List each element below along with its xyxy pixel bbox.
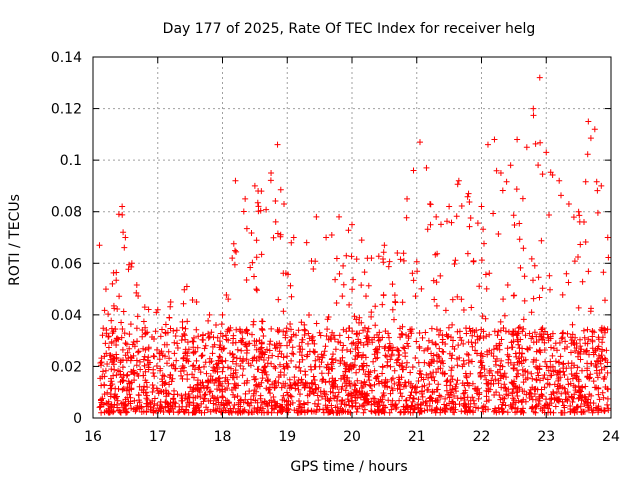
x-tick-label: 18 xyxy=(214,429,232,445)
y-tick-label: 0.14 xyxy=(51,50,82,66)
y-tick-label: 0 xyxy=(73,411,82,427)
y-tick-label: 0.08 xyxy=(51,205,82,221)
y-tick-label: 0.12 xyxy=(51,102,82,118)
grid-layer xyxy=(93,57,611,418)
y-axis-label: ROTI / TECUs xyxy=(7,194,23,286)
x-tick-label: 16 xyxy=(84,429,102,445)
roti-data-points xyxy=(96,74,612,416)
y-tick-label: 0.02 xyxy=(51,359,82,375)
chart-title: Day 177 of 2025, Rate Of TEC Index for r… xyxy=(163,21,536,37)
y-tick-label: 0.1 xyxy=(60,153,82,169)
x-tick-label: 23 xyxy=(537,429,555,445)
x-tick-label: 22 xyxy=(473,429,491,445)
y-tick-label: 0.06 xyxy=(51,256,82,272)
y-tick-label: 0.04 xyxy=(51,308,82,324)
data-points-layer xyxy=(96,74,612,416)
x-tick-label: 19 xyxy=(278,429,296,445)
x-axis-label: GPS time / hours xyxy=(290,459,407,475)
x-tick-label: 17 xyxy=(149,429,167,445)
x-tick-label: 24 xyxy=(602,429,620,445)
x-tick-label: 20 xyxy=(343,429,361,445)
x-tick-label: 21 xyxy=(408,429,426,445)
ticks-layer: 16 17 18 19 20 21 22 23 24 0 0.02 0.04 0.06 0.08 0.1 0.… xyxy=(51,50,620,445)
